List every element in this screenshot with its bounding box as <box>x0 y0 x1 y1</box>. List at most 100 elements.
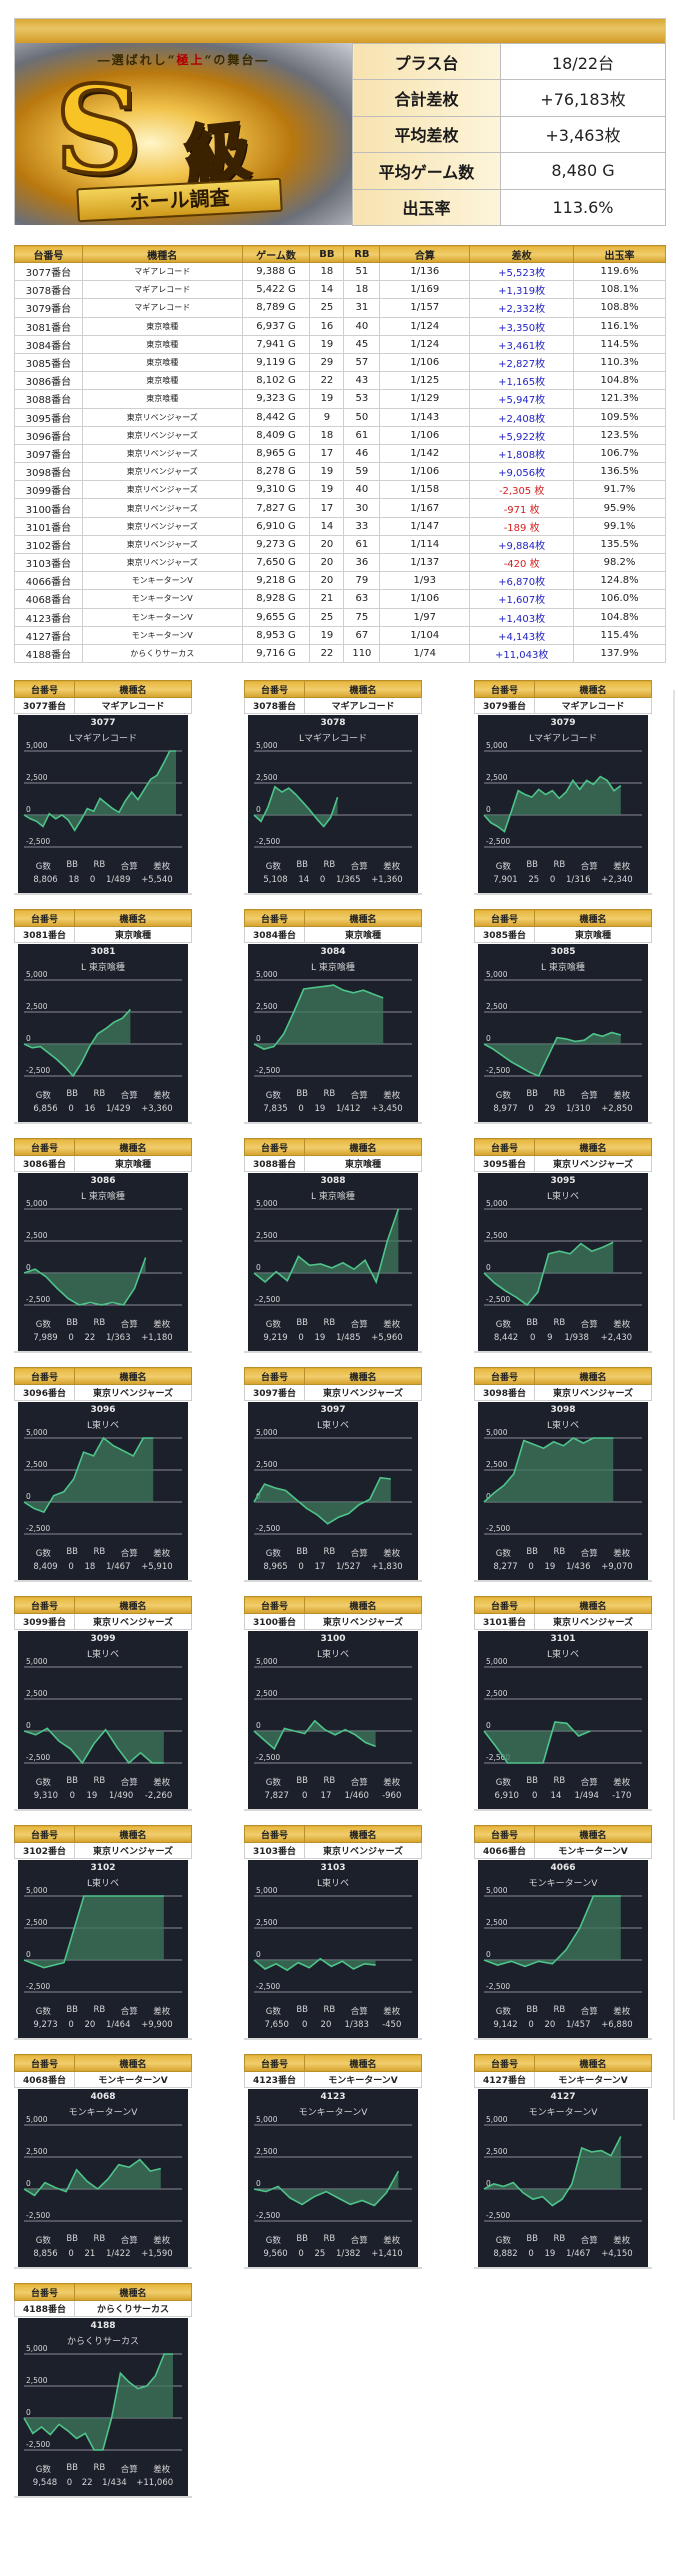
y-tick-label: -2,500 <box>486 2211 510 2220</box>
machine-card[interactable]: 台番号 機種名 3086番台 東京喰種 3086 L 東京喰種 5,000 2,500 0 -2,… <box>14 1138 192 1353</box>
cell-rate: 108.1% <box>573 280 666 300</box>
stat-bb: 0 <box>298 1333 304 1343</box>
cell-gousan: 1/142 <box>379 443 471 464</box>
cell-gousan: 1/97 <box>379 607 471 627</box>
machine-card[interactable]: 台番号 機種名 3078番台 マギアレコード 3078 Lマギアレコード 5,000 2,50… <box>244 680 422 895</box>
card-header-no: 台番号 <box>14 1825 75 1843</box>
machine-card[interactable]: 台番号 機種名 3085番台 東京喰種 3085 L 東京喰種 5,000 2,500 0 -2,… <box>474 909 652 1124</box>
table-row: 3098番台 東京リベンジャーズ 8,278 G 19 59 1/106 +9,056枚 13… <box>14 462 666 482</box>
cell-games: 8,789 G <box>241 298 311 318</box>
cell-name: マギアレコード <box>81 261 243 282</box>
stat-bb: 0 <box>66 2478 73 2488</box>
graph-area-fill <box>24 1896 164 1968</box>
stat-label: 合算 <box>120 1091 138 1101</box>
stat-gousan: 1/457 <box>566 2020 591 2030</box>
cell-diff: +3,350枚 <box>469 316 575 336</box>
card-machine-name: 東京リベンジャーズ <box>304 1384 422 1401</box>
y-tick-label: 2,500 <box>26 2376 48 2385</box>
machine-card[interactable]: 台番号 機種名 3098番台 東京リベンジャーズ 3098 L東リベ 5,000 2,500 0… <box>474 1367 652 1582</box>
stats-values-row: 8,856 0 21 1/422 +1,590 <box>18 2249 188 2259</box>
stat-bb: 0 <box>529 1333 536 1343</box>
machine-card[interactable]: 台番号 機種名 3100番台 東京リベンジャーズ 3100 L東リベ 5,000 2,500 0… <box>244 1596 422 1811</box>
stat-gousan: 1/436 <box>566 1562 591 1572</box>
machine-card[interactable]: 台番号 機種名 3096番台 東京リベンジャーズ 3096 L東リベ 5,000 2,500 0… <box>14 1367 192 1582</box>
graph-machine-number: 4123 <box>320 2092 346 2102</box>
y-tick-label: 5,000 <box>486 1657 508 1666</box>
card-header-name: 機種名 <box>304 1825 422 1843</box>
graph-line <box>483 2136 622 2207</box>
cell-diff: -2,305 枚 <box>469 480 575 500</box>
machine-card[interactable]: 台番号 機種名 3081番台 東京喰種 3081 L 東京喰種 5,000 2,500 0 -2,… <box>14 909 192 1124</box>
cell-diff: -971 枚 <box>469 498 575 518</box>
machine-card[interactable]: 台番号 機種名 3095番台 東京リベンジャーズ 3095 L東リベ 5,000 2,500 0… <box>474 1138 652 1353</box>
card-header-table: 台番号 機種名 3099番台 東京リベンジャーズ <box>14 1596 192 1630</box>
stats-labels-row: G数 BB RB 合算 差枚 <box>248 860 418 872</box>
graph-machine-label: モンキーターンV <box>68 2108 138 2118</box>
machine-card[interactable]: 台番号 機種名 3099番台 東京リベンジャーズ 3099 L東リベ 5,000 2,500 0… <box>14 1596 192 1811</box>
stat-rb: 20 <box>320 2020 332 2030</box>
y-tick-label: 0 <box>256 1034 261 1043</box>
y-tick-label: 2,500 <box>26 1231 48 1240</box>
y-tick-label: 0 <box>256 805 261 814</box>
stat-label: 合算 <box>350 1320 368 1330</box>
stat-gousan: 1/363 <box>106 1333 131 1343</box>
y-tick-label: 2,500 <box>26 1689 48 1698</box>
machine-card[interactable]: 台番号 機種名 4066番台 モンキーターンV 4066 モンキーターンV 5,000 2,5… <box>474 1825 652 2040</box>
graph-machine-label: L 東京喰種 <box>311 1192 355 1202</box>
cell-games: 8,278 G <box>241 462 311 482</box>
stats-labels-row: G数 BB RB 合算 差枚 <box>248 2234 418 2246</box>
machine-card[interactable]: 台番号 機種名 4068番台 モンキーターンV 4068 モンキーターンV 5,000 2,5… <box>14 2054 192 2269</box>
card-header-table: 台番号 機種名 4188番台 からくりサーカス <box>14 2283 192 2317</box>
slump-line-chart: 5,000 2,500 0 -2,500 <box>483 1657 642 1764</box>
stat-gousan: 1/365 <box>336 875 361 885</box>
machine-card[interactable]: 台番号 機種名 3077番台 マギアレコード 3077 Lマギアレコード 5,000 2,50… <box>14 680 192 895</box>
graph-machine-number: 3084 <box>320 947 346 957</box>
machine-card[interactable]: 台番号 機種名 4188番台 からくりサーカス 4188 からくりサーカス 5,000 2,5… <box>14 2283 192 2498</box>
machine-card[interactable]: 台番号 機種名 3101番台 東京リベンジャーズ 3101 L東リベ 5,000 2,500 0… <box>474 1596 652 1811</box>
slump-graph-panel: 4188 からくりサーカス 5,000 2,500 0 -2,500 G数 BB RB 合算 差枚 9… <box>18 2318 188 2496</box>
graph-machine-number: 4127 <box>550 2092 576 2102</box>
card-header-table: 台番号 機種名 4068番台 モンキーターンV <box>14 2054 192 2088</box>
y-tick-label: -2,500 <box>256 1295 280 1304</box>
machine-card[interactable]: 台番号 機種名 4123番台 モンキーターンV 4123 モンキーターンV 5,000 2,5… <box>244 2054 422 2269</box>
stat-label: G数 <box>35 2007 51 2017</box>
card-bottom-edge <box>474 2038 652 2040</box>
machine-card[interactable]: 台番号 機種名 3102番台 東京リベンジャーズ 3102 L東リベ 5,000 2,500 0… <box>14 1825 192 2040</box>
cell-games: 8,953 G <box>241 625 311 645</box>
stats-labels-row: G数 BB RB 合算 差枚 <box>478 2234 648 2246</box>
graph-stats: G数 BB RB 合算 差枚 7,989 0 22 1/363 +1,180 <box>18 1318 188 1343</box>
stat-label: BB <box>66 1776 78 1786</box>
cell-name: 東京リベンジャーズ <box>81 534 243 555</box>
cell-rb: 63 <box>343 589 381 609</box>
machine-card[interactable]: 台番号 機種名 3084番台 東京喰種 3084 L 東京喰種 5,000 2,500 0 -2,… <box>244 909 422 1124</box>
summary-row: プラス台 18/22台 <box>352 42 666 81</box>
stat-bb: 0 <box>302 1791 308 1801</box>
cell-rb: 43 <box>343 371 381 391</box>
column-header: 機種名 <box>81 245 243 263</box>
stat-label: 合算 <box>580 1091 598 1101</box>
machine-card[interactable]: 台番号 機種名 3079番台 マギアレコード 3079 Lマギアレコード 5,000 2,50… <box>474 680 652 895</box>
stats-values-row: 8,965 0 17 1/527 +1,830 <box>248 1562 418 1572</box>
cell-bb: 19 <box>309 462 345 482</box>
graph-machine-number: 3085 <box>550 947 576 957</box>
cell-games: 7,650 G <box>241 552 311 573</box>
table-row: 4068番台 モンキーターンV 8,928 G 21 63 1/106 +1,607枚 106… <box>14 589 666 609</box>
stats-values-row: 8,409 0 18 1/467 +5,910 <box>18 1562 188 1572</box>
graph-stats: G数 BB RB 合算 差枚 8,442 0 9 1/938 +2,430 <box>478 1318 648 1343</box>
graph-area-fill <box>24 2354 173 2450</box>
card-machine-no: 4188番台 <box>14 2300 75 2317</box>
y-tick-label: 0 <box>26 1263 31 1272</box>
cell-gousan: 1/157 <box>379 298 471 318</box>
card-header-no: 台番号 <box>244 2054 305 2072</box>
stat-label: 差枚 <box>383 1549 401 1559</box>
machine-card[interactable]: 台番号 機種名 4127番台 モンキーターンV 4127 モンキーターンV 5,000 2,5… <box>474 2054 652 2269</box>
graph-machine-label: L東リベ <box>86 1421 119 1431</box>
stat-gousan: 1/434 <box>102 2478 127 2488</box>
graph-area-fill <box>24 751 176 831</box>
stats-labels-row: G数 BB RB 合算 差枚 <box>478 1089 648 1101</box>
machine-card[interactable]: 台番号 機種名 3103番台 東京リベンジャーズ 3103 L東リベ 5,000 2,500 0… <box>244 1825 422 2040</box>
stat-gousan: 1/467 <box>566 2249 591 2259</box>
machine-card[interactable]: 台番号 機種名 3088番台 東京喰種 3088 L 東京喰種 5,000 2,500 0 -2,… <box>244 1138 422 1353</box>
cell-name: マギアレコード <box>81 280 243 300</box>
